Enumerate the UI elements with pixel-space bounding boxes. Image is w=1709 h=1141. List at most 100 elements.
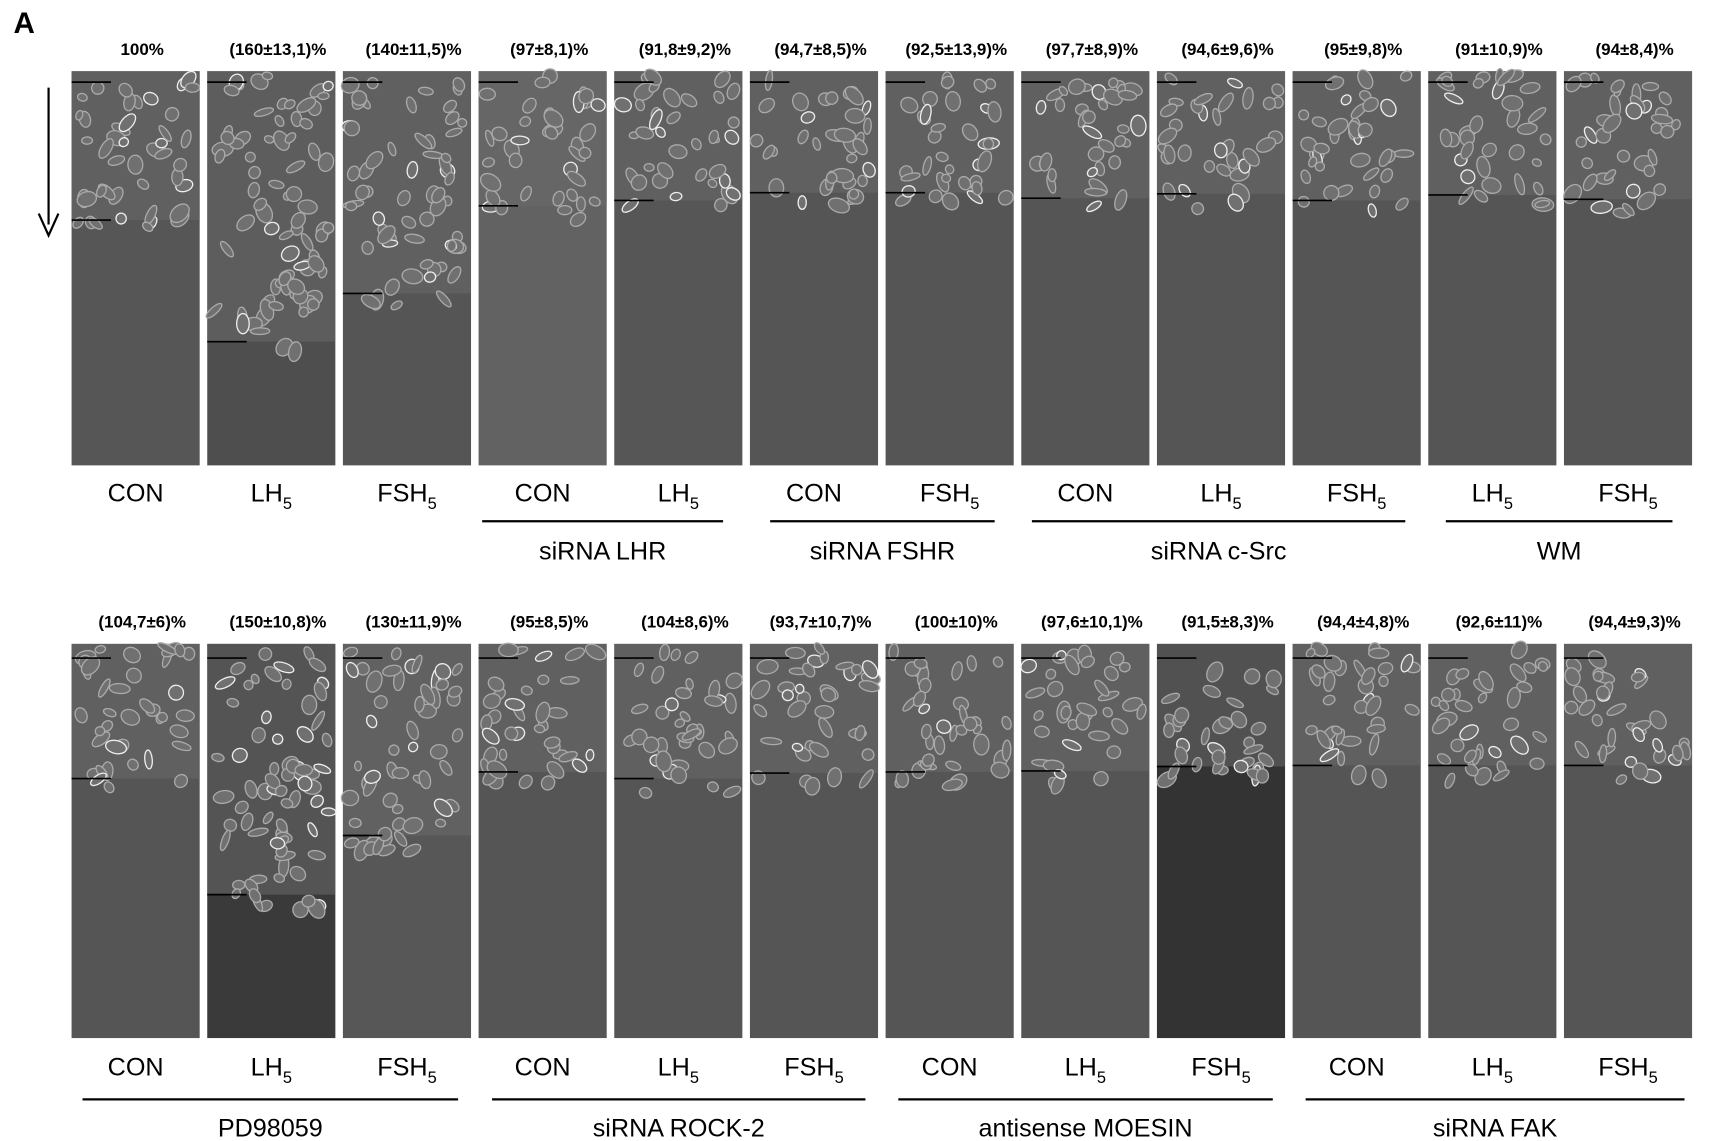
- cell: [812, 137, 822, 151]
- direction-arrow: [37, 87, 60, 239]
- cell: [1368, 733, 1380, 756]
- cell: [1039, 152, 1053, 172]
- cell: [287, 341, 303, 363]
- cell: [243, 679, 254, 691]
- cell: [1045, 668, 1057, 680]
- cell: [1157, 127, 1178, 145]
- cell: [1114, 135, 1127, 148]
- cell: [1450, 738, 1465, 753]
- micrograph-panel: [71, 641, 200, 1039]
- cell: [951, 661, 963, 681]
- cell: [804, 776, 821, 796]
- cell: [322, 80, 334, 92]
- condition-name: CON: [1329, 1053, 1385, 1081]
- cell: [1033, 710, 1044, 721]
- cell: [1298, 109, 1310, 121]
- cell: [1631, 762, 1649, 780]
- migration-percent: (100±10)%: [915, 612, 998, 631]
- condition-label: FSH5: [784, 1053, 843, 1087]
- condition-name: LH: [1472, 1053, 1504, 1081]
- condition-name: FSH: [784, 1053, 834, 1081]
- cell: [945, 760, 962, 771]
- cell: [1532, 181, 1544, 196]
- cell: [223, 84, 240, 97]
- migration-percent: 100%: [120, 40, 163, 59]
- cell: [751, 770, 766, 786]
- cell: [262, 811, 274, 825]
- cell: [299, 117, 313, 130]
- cell: [1632, 727, 1645, 743]
- cell: [1061, 739, 1082, 752]
- cell: [750, 679, 771, 700]
- cell: [656, 162, 674, 180]
- cell: [1441, 687, 1456, 703]
- cell: [1084, 187, 1107, 197]
- cell: [1377, 661, 1394, 676]
- cell: [1116, 124, 1130, 134]
- migration-percent: (94,4±4,8)%: [1317, 612, 1409, 631]
- cell: [1529, 757, 1545, 770]
- cell: [348, 817, 362, 829]
- cell: [1163, 722, 1175, 739]
- micrograph-panel: [1428, 640, 1557, 1039]
- cell: [478, 87, 496, 101]
- condition-subscript: 5: [1649, 1069, 1658, 1087]
- cell: [1444, 772, 1456, 789]
- cell: [1621, 202, 1635, 217]
- cell: [484, 129, 495, 147]
- cell: [434, 663, 452, 680]
- migration-percent: (91,5±8,3)%: [1181, 612, 1273, 631]
- cell: [401, 268, 424, 285]
- cell: [670, 648, 681, 662]
- cell: [1313, 142, 1330, 155]
- cell: [1650, 113, 1674, 125]
- cell: [704, 695, 724, 707]
- cell: [486, 760, 508, 780]
- cell: [452, 77, 466, 92]
- cell: [372, 211, 386, 226]
- cell: [1508, 144, 1525, 161]
- cell: [433, 798, 453, 818]
- cell: [97, 678, 111, 698]
- cell: [670, 766, 688, 785]
- cell: [156, 711, 169, 723]
- condition-label: LH5: [1065, 1053, 1106, 1087]
- cell: [321, 732, 333, 748]
- cell: [1046, 680, 1064, 698]
- cell: [402, 816, 424, 835]
- cell: [858, 769, 874, 789]
- cell: [1118, 661, 1131, 673]
- micrograph-panel: [1292, 641, 1421, 1039]
- cell: [861, 748, 875, 761]
- cell: [219, 829, 231, 852]
- cell: [941, 192, 960, 211]
- cell: [236, 214, 255, 232]
- cell: [1367, 647, 1390, 659]
- cell: [544, 125, 559, 140]
- cell: [1203, 159, 1216, 173]
- cell: [895, 770, 910, 788]
- cell: [706, 781, 720, 793]
- cell: [278, 230, 294, 241]
- cell: [726, 82, 741, 101]
- cell: [290, 211, 306, 229]
- cell: [1649, 710, 1667, 730]
- cell: [1308, 156, 1318, 168]
- cell: [825, 91, 839, 105]
- cell: [690, 137, 702, 151]
- cell: [391, 766, 410, 780]
- cell: [442, 99, 458, 114]
- cell: [1371, 768, 1387, 789]
- condition-label: LH5: [658, 480, 699, 514]
- cell: [1616, 149, 1631, 163]
- cell: [1624, 756, 1638, 768]
- cell: [1243, 744, 1264, 755]
- cell: [1574, 740, 1590, 759]
- cell: [211, 752, 225, 763]
- cell: [1314, 161, 1326, 172]
- condition-name: FSH: [1598, 1053, 1648, 1081]
- cell: [247, 181, 261, 199]
- cell: [301, 894, 316, 908]
- cell: [127, 154, 144, 175]
- condition-name: FSH: [1327, 480, 1377, 508]
